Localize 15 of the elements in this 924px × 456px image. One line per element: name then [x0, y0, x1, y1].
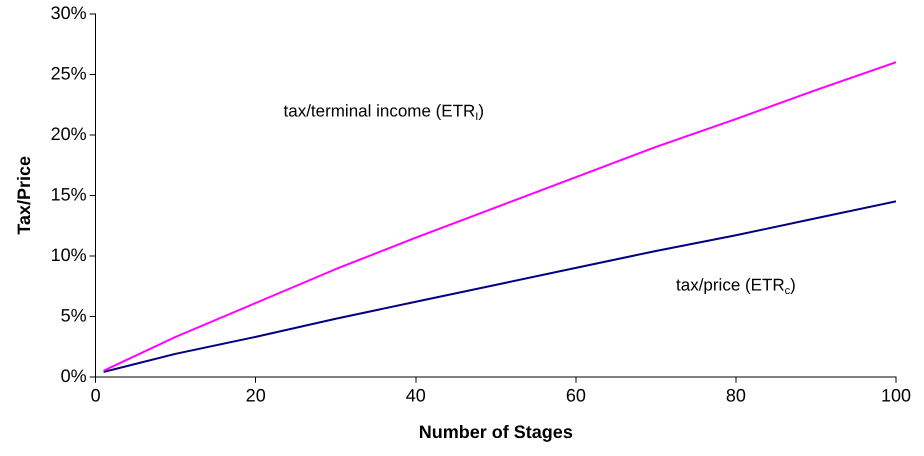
x-tick-label: 0 — [90, 386, 101, 406]
y-tick-label: 20% — [50, 124, 87, 144]
x-tick-label: 60 — [566, 386, 586, 406]
x-tick-label: 100 — [880, 386, 912, 406]
y-tick-label: 25% — [50, 63, 87, 84]
y-tick-label: 0% — [60, 366, 87, 386]
y-tick-label: 15% — [50, 184, 87, 204]
x-tick-label: 40 — [406, 386, 426, 406]
x-axis-title: Number of Stages — [418, 422, 573, 442]
y-axis-title: Tax/Price — [14, 156, 34, 235]
y-tick-label: 30% — [50, 2, 87, 23]
x-tick-label: 80 — [726, 386, 746, 406]
y-tick-label: 5% — [60, 305, 87, 326]
y-tick-label: 10% — [50, 244, 87, 265]
x-tick-label: 20 — [246, 386, 266, 406]
